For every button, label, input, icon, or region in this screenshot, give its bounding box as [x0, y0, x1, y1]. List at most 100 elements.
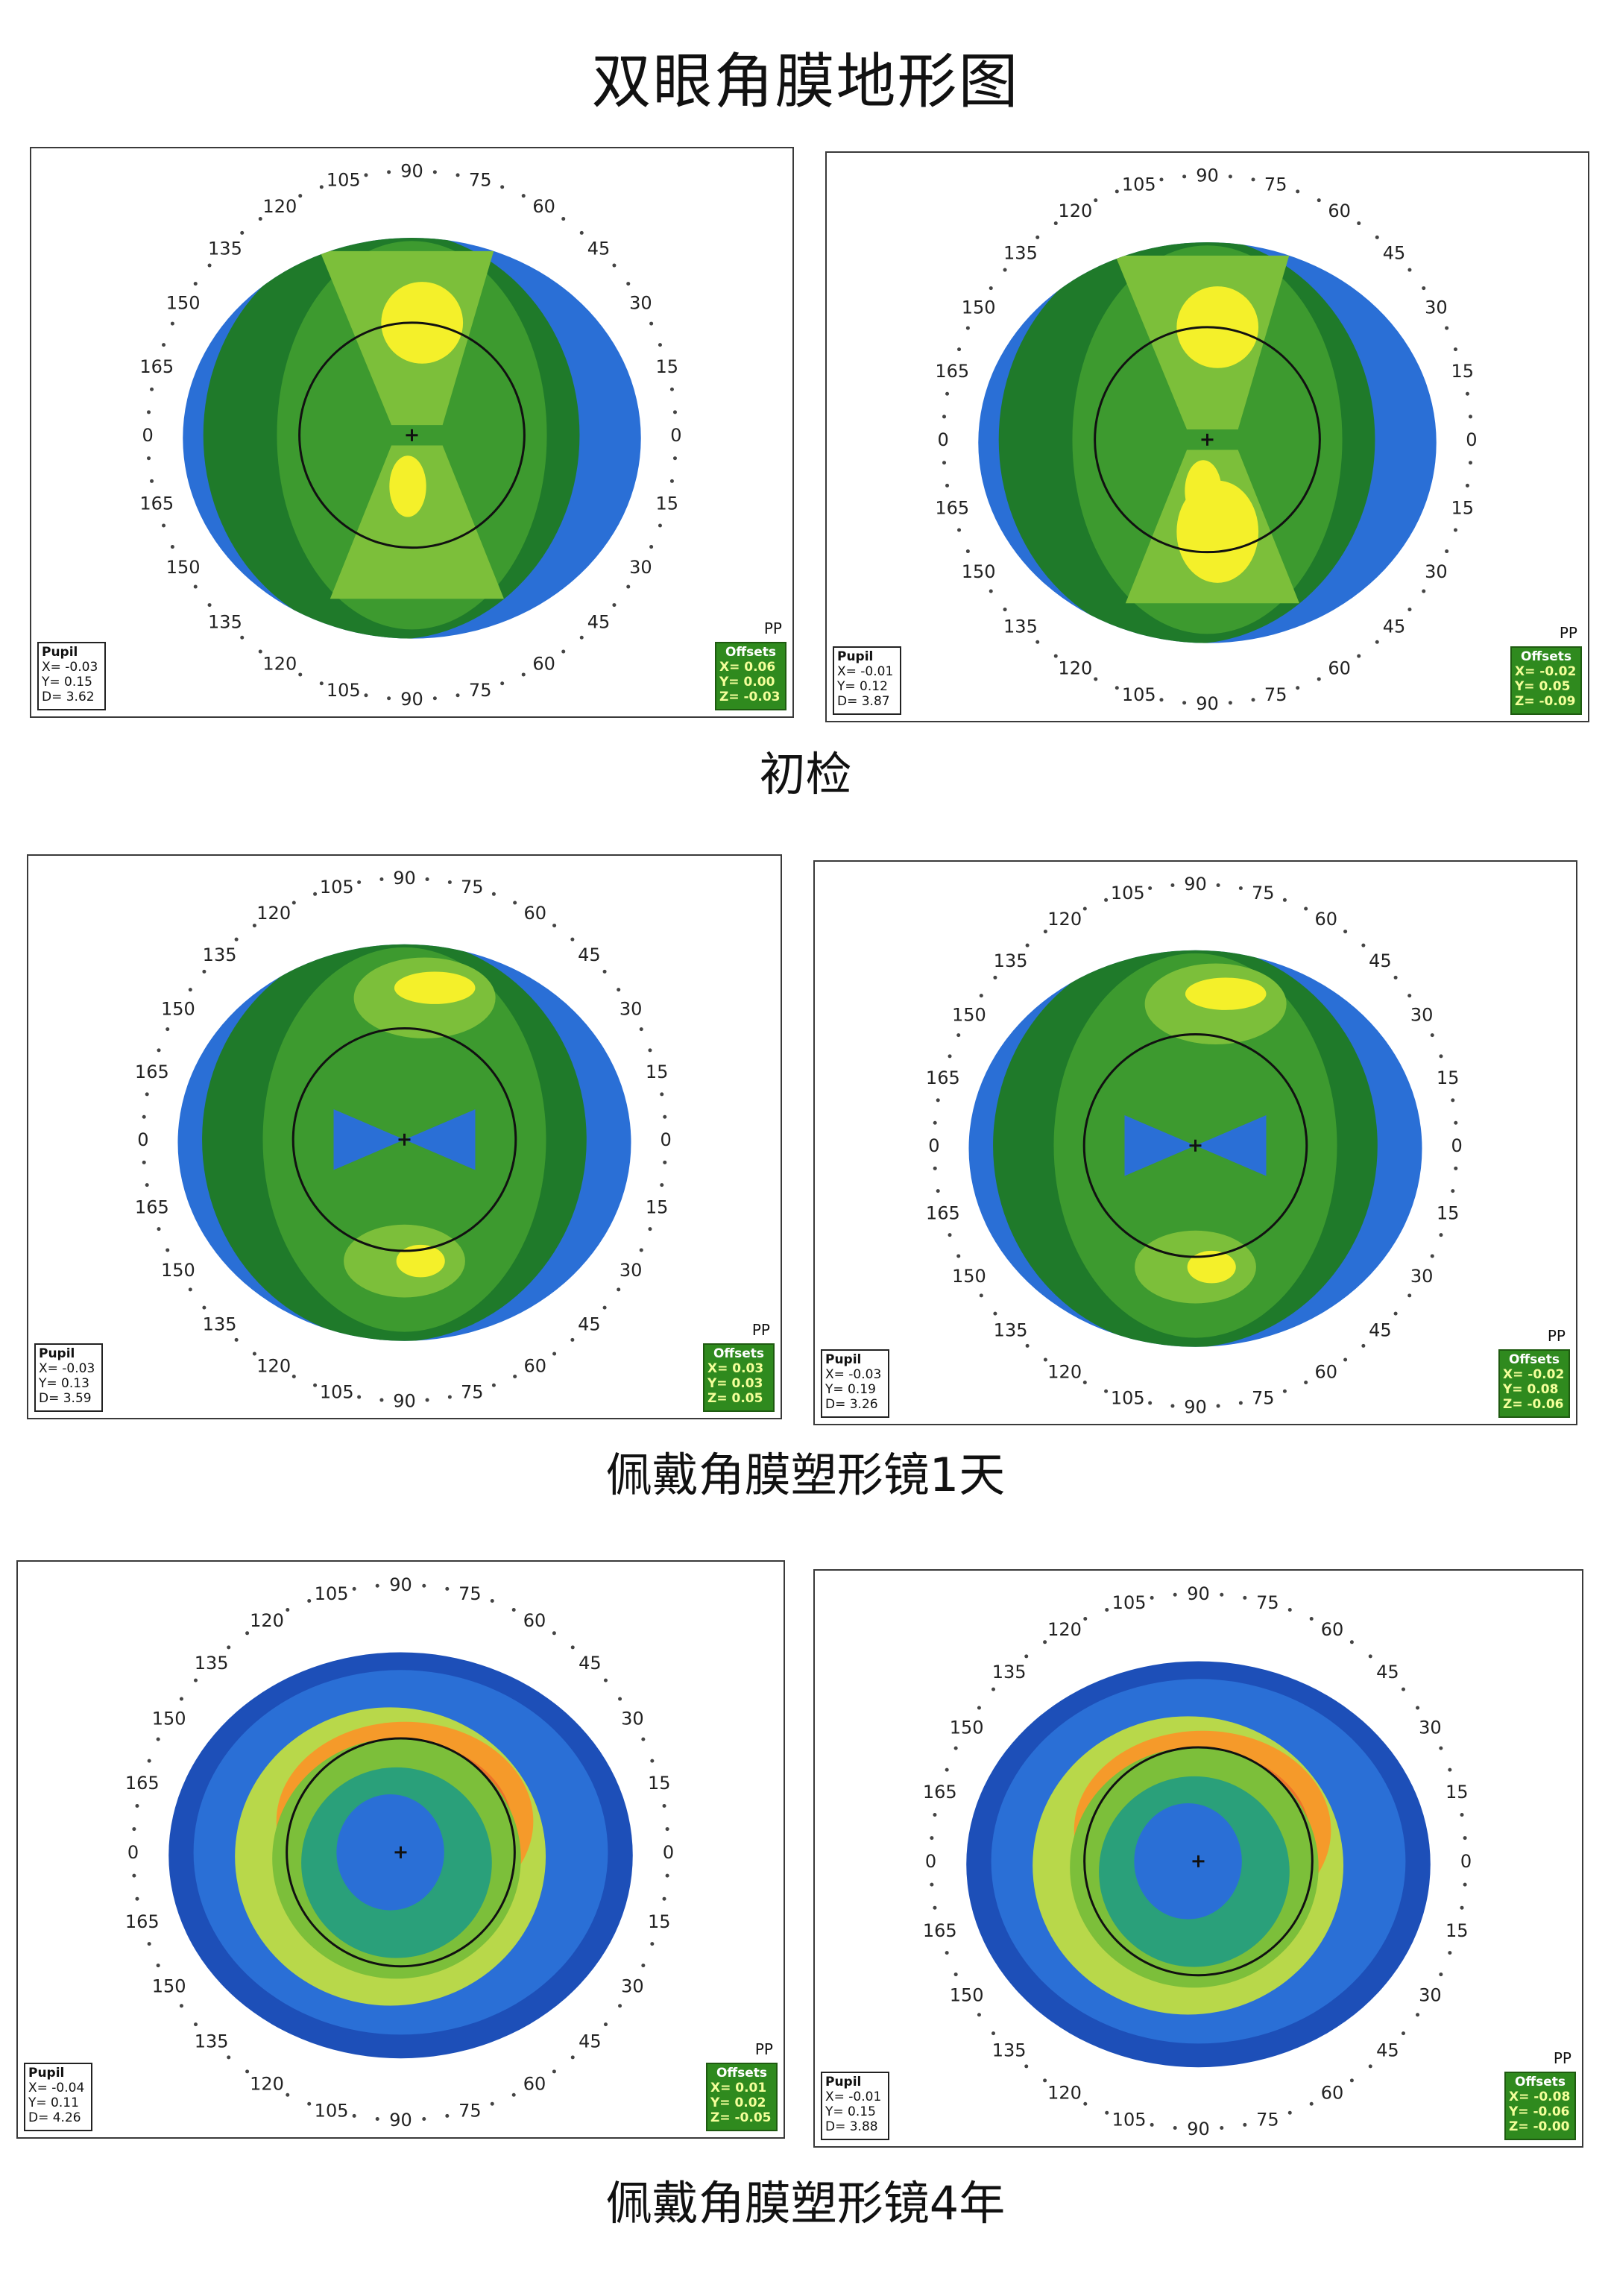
- degree-dot: [1422, 589, 1426, 593]
- degree-dot: [1182, 174, 1187, 179]
- offset-y: Y= 0.02: [710, 2095, 766, 2110]
- degree-dot: [298, 672, 303, 677]
- degree-label: 105: [1111, 1387, 1145, 1408]
- degree-dot: [1375, 640, 1379, 644]
- degree-dot: [1053, 654, 1058, 658]
- degree-dot: [989, 286, 993, 291]
- degree-label: 15: [1446, 1920, 1469, 1941]
- degree-dot: [521, 194, 526, 198]
- degree-dot: [1430, 1033, 1434, 1038]
- degree-dot: [132, 1827, 136, 1832]
- degree-label: 135: [994, 1320, 1028, 1341]
- degree-dot: [194, 1678, 198, 1682]
- degree-dot: [521, 672, 526, 677]
- degree-dot: [641, 1964, 646, 1968]
- degree-dot: [170, 321, 174, 326]
- degree-dot: [1238, 1401, 1243, 1405]
- degree-dot: [570, 937, 575, 942]
- offsets-info-box: Offsets X= -0.08 Y= -0.06 Z= -0.00: [1504, 2072, 1576, 2140]
- degree-dot: [1082, 906, 1087, 911]
- degree-label: 105: [1112, 2110, 1147, 2131]
- degree-dot: [1003, 608, 1007, 612]
- degree-dot: [612, 263, 617, 268]
- pupil-circle: [291, 1026, 517, 1252]
- degree-dot: [313, 1383, 318, 1387]
- degree-label: 135: [208, 238, 242, 259]
- degree-label: 135: [208, 611, 242, 632]
- degree-label: 105: [320, 877, 354, 898]
- degree-label: 0: [127, 1842, 139, 1863]
- degree-label: 75: [1252, 883, 1275, 903]
- pupil-x: X= -0.01: [837, 664, 894, 679]
- pupil-circle: [1083, 1746, 1314, 1977]
- degree-label: 45: [587, 238, 611, 259]
- cornea-color-map: [183, 237, 641, 639]
- degree-dot: [364, 173, 368, 177]
- degree-label: 15: [648, 1911, 671, 1932]
- degree-dot: [1309, 2101, 1314, 2106]
- degree-dot: [1439, 1746, 1443, 1750]
- degree-label: 135: [992, 2040, 1027, 2061]
- degree-dot: [1460, 1905, 1464, 1910]
- degree-dot: [1083, 2101, 1088, 2106]
- degree-dot: [936, 1098, 940, 1103]
- degree-dot: [1115, 686, 1119, 690]
- degree-dot: [626, 282, 631, 286]
- degree-dot: [1430, 1254, 1434, 1258]
- degree-dot: [965, 549, 970, 554]
- degree-label: 105: [1111, 883, 1145, 903]
- topography-map-row3-left: 0 15 30 45 60 75 90 105 120 135 150 165 0 165 150 135 12…: [16, 1560, 785, 2139]
- degree-dot: [1465, 391, 1469, 396]
- degree-dot: [445, 1586, 450, 1591]
- degree-dot: [953, 1972, 958, 1977]
- degree-label: 30: [629, 557, 652, 578]
- offset-z: Z= -0.06: [1503, 1397, 1564, 1412]
- degree-label: 105: [315, 1583, 349, 1604]
- degree-dot: [933, 1905, 937, 1910]
- degree-dot: [957, 528, 962, 532]
- degree-dot: [948, 1233, 952, 1237]
- degree-label: 30: [1425, 561, 1448, 582]
- degree-dot: [1094, 198, 1098, 203]
- degree-dot: [1043, 2078, 1047, 2083]
- degree-label: 60: [524, 1355, 547, 1376]
- topography-svg: 0 15 30 45 60 75 90 105 120 135 150 165 0 165 150 135 12…: [923, 1583, 1472, 2139]
- degree-dot: [953, 1746, 958, 1750]
- degree-label: 0: [1451, 1135, 1462, 1156]
- degree-dot: [1083, 1617, 1088, 1621]
- degree-dot: [1317, 198, 1321, 203]
- degree-dot: [245, 1631, 250, 1636]
- pupil-circle: [1082, 1032, 1308, 1258]
- degree-label: 150: [950, 1984, 984, 2005]
- degree-label: 45: [1369, 1320, 1392, 1341]
- degree-dot: [662, 1896, 666, 1901]
- offsets-info-box: Offsets X= -0.02 Y= 0.05 Z= -0.09: [1510, 646, 1582, 715]
- degree-dot: [1448, 1951, 1452, 1955]
- degree-label: 75: [1252, 1387, 1275, 1408]
- degree-label: 60: [1321, 1619, 1344, 1640]
- degree-dot: [1309, 1617, 1314, 1621]
- degree-dot: [357, 1395, 362, 1399]
- degree-dot: [993, 1311, 997, 1316]
- degree-dot: [1287, 2110, 1292, 2115]
- degree-label: 90: [1196, 165, 1219, 186]
- degree-label: 105: [320, 1381, 354, 1402]
- offset-y: Y= 0.03: [707, 1376, 763, 1391]
- degree-dot: [1150, 2122, 1154, 2127]
- degree-dot: [579, 230, 584, 235]
- degree-label: 120: [262, 654, 297, 675]
- degree-dot: [245, 2069, 250, 2074]
- degree-dot: [162, 343, 166, 347]
- degree-dot: [1216, 883, 1220, 887]
- topography-map-row2-left: 0 15 30 45 60 75 90 105 120 135 150 165 0 165 150 135 12…: [27, 854, 782, 1419]
- degree-dot: [552, 2069, 556, 2074]
- degree-dot: [227, 1645, 231, 1650]
- degree-dot: [1465, 483, 1469, 488]
- degree-dot: [298, 194, 303, 198]
- degree-dot: [1035, 235, 1040, 239]
- degree-dot: [227, 2055, 231, 2060]
- degree-label: 30: [629, 293, 652, 314]
- pupil-d: D= 3.87: [837, 694, 890, 709]
- degree-label: 60: [524, 903, 547, 924]
- degree-dot: [1454, 1166, 1458, 1170]
